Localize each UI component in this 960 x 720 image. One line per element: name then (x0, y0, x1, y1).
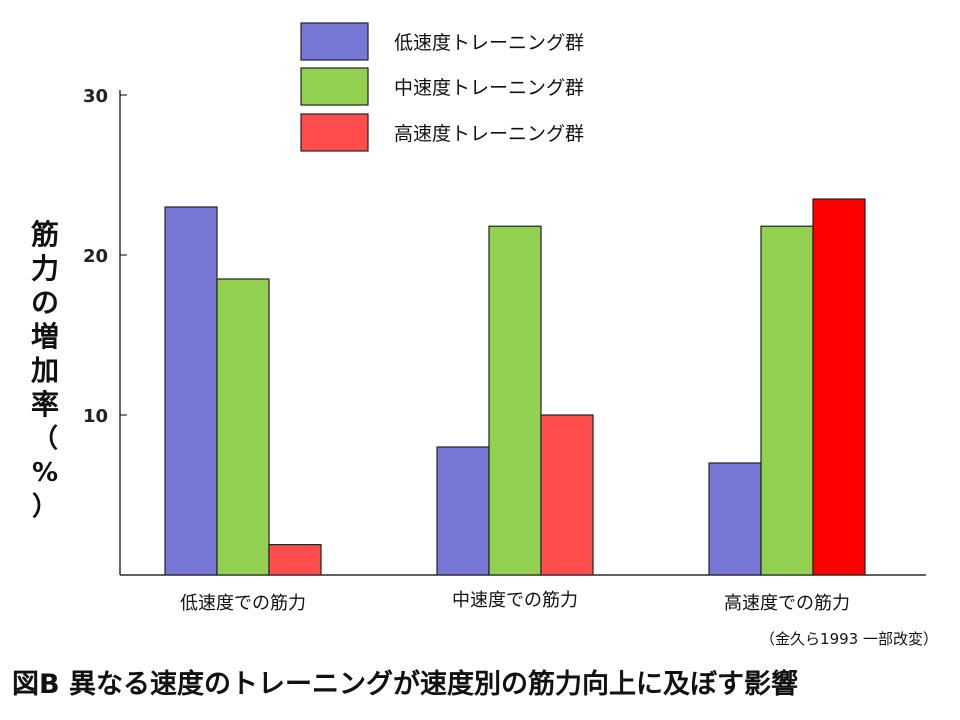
y-tick-label: 30 (83, 86, 108, 107)
y-axis-label-char: の (30, 286, 59, 319)
y-axis-label-char: 筋 (30, 218, 59, 251)
y-axis-label-char: % (31, 458, 59, 488)
y-axis-label: 筋力の増加率（% ） (22, 218, 68, 524)
y-tick-label: 10 (83, 406, 108, 427)
y-axis-label-char: 増 (30, 320, 59, 353)
bar-1-3 (708, 462, 762, 576)
bar-2-2 (488, 225, 542, 576)
category-label: 低速度での筋力 (180, 593, 306, 614)
y-axis-label-char: （ (31, 424, 58, 454)
bar-1-2 (436, 446, 490, 576)
y-axis-label-char: 加 (30, 354, 59, 387)
source-note: （金久ら1993 一部改変） (760, 630, 938, 648)
category-label: 高速度での筋力 (724, 593, 850, 614)
legend-label: 中速度トレーニング群 (394, 77, 584, 99)
y-axis-label-char: ） (31, 492, 58, 522)
y-axis-label-char: 力 (30, 252, 59, 285)
category-label: 中速度での筋力 (452, 590, 578, 611)
bar-3-2 (540, 414, 594, 576)
bars (164, 198, 866, 576)
bar-3-3 (812, 198, 866, 576)
legend-label: 低速度トレーニング群 (394, 32, 584, 54)
y-axis-label-char: 率 (30, 388, 59, 421)
category-labels: 低速度での筋力 中速度での筋力 高速度での筋力 (180, 590, 850, 614)
bar-2-3 (760, 225, 814, 576)
figure-title: 図B 異なる速度のトレーニングが速度別の筋力向上に及ぼす影響 (12, 669, 798, 700)
y-tick-label: 20 (83, 246, 108, 267)
bar-3-1 (268, 543, 322, 576)
bar-1-1 (164, 206, 218, 576)
legend-swatch (300, 22, 369, 61)
legend-swatch (300, 113, 369, 152)
legend-label: 高速度トレーニング群 (394, 123, 584, 145)
bar-2-1 (216, 278, 270, 576)
legend-swatch (300, 67, 369, 106)
